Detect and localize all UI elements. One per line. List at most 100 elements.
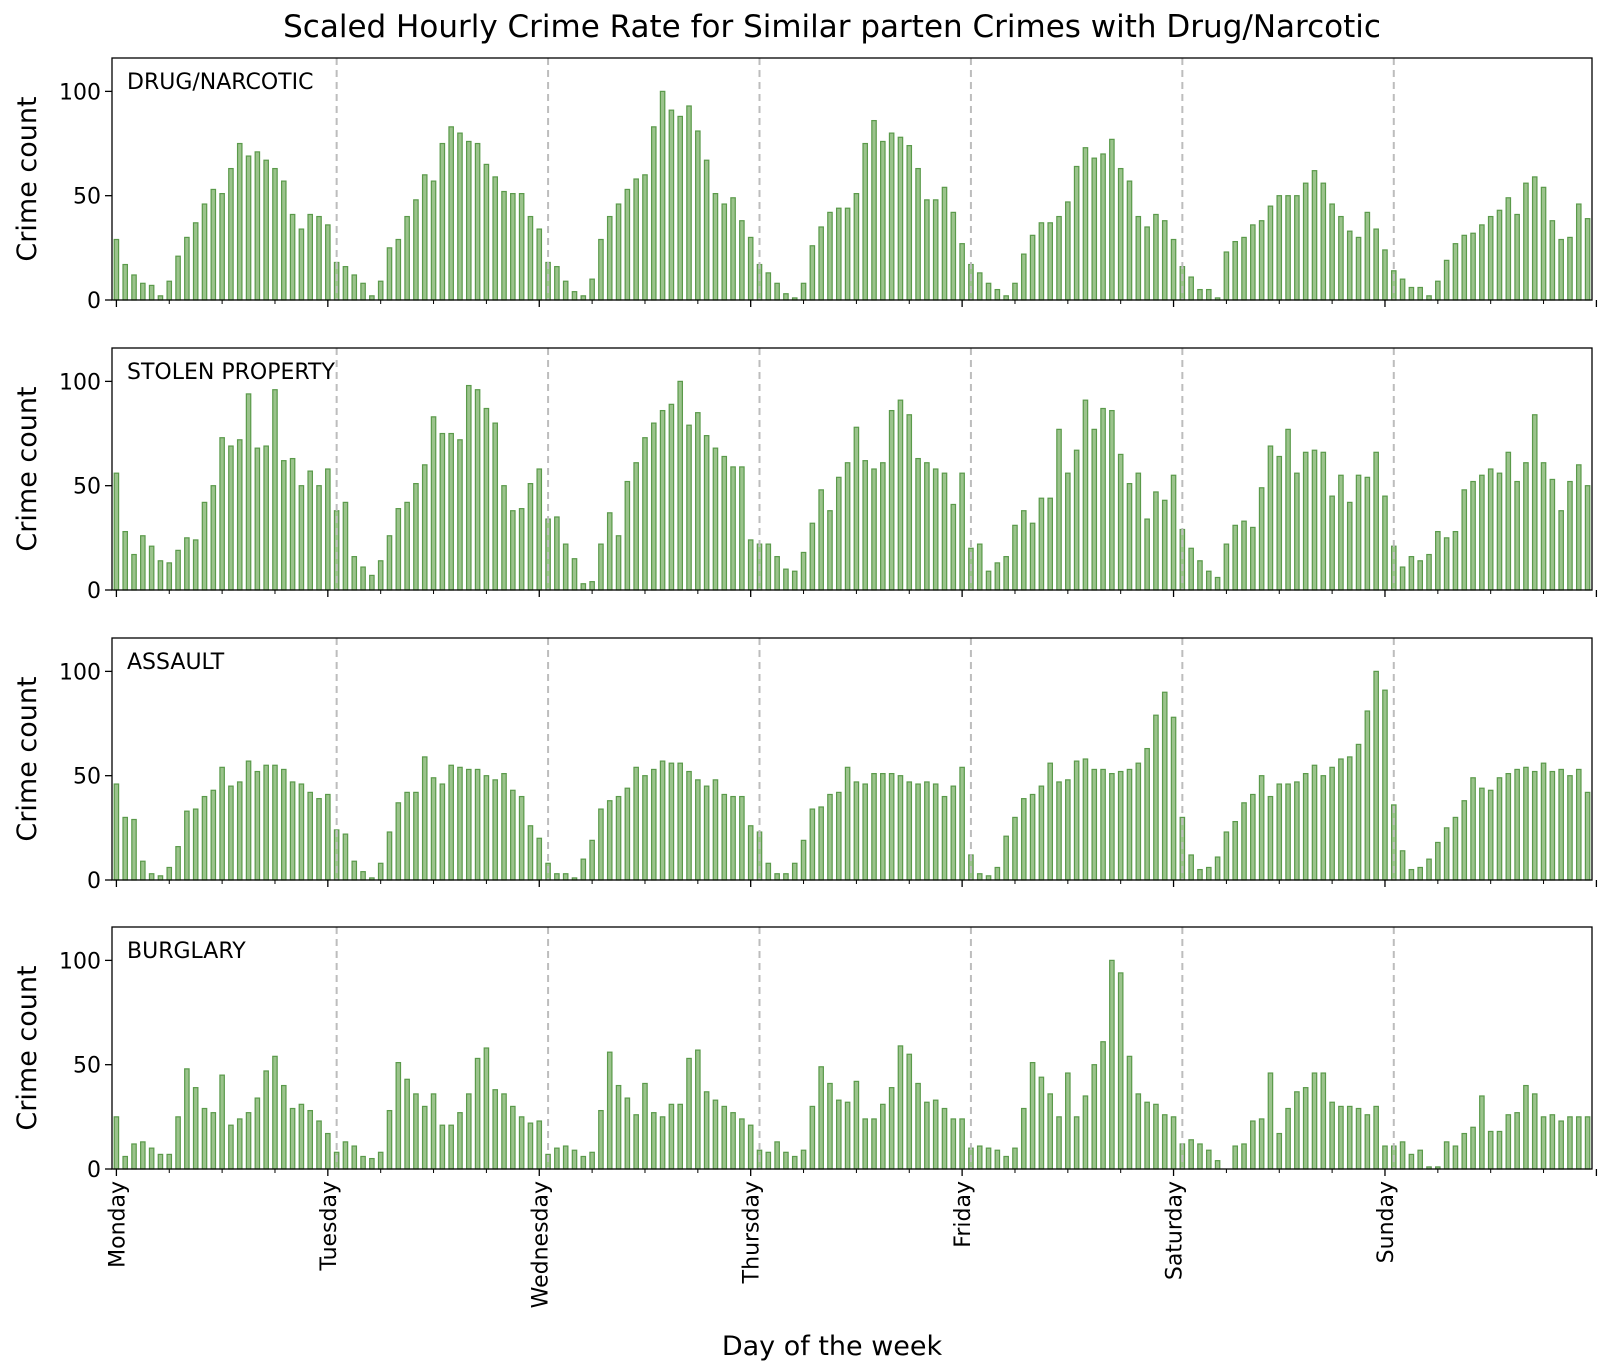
bar xyxy=(721,1105,728,1170)
bar xyxy=(1038,222,1045,301)
bar xyxy=(254,1097,261,1170)
bar xyxy=(809,808,816,881)
bar xyxy=(201,795,208,881)
bar xyxy=(1276,195,1283,301)
bar xyxy=(510,789,516,881)
bar xyxy=(263,1070,269,1170)
bar xyxy=(1531,176,1538,301)
bar xyxy=(1065,201,1071,301)
bar xyxy=(236,142,243,301)
bar xyxy=(1584,791,1591,881)
bar xyxy=(316,485,322,591)
bar xyxy=(492,176,499,301)
bar xyxy=(1470,232,1476,301)
bar xyxy=(1285,783,1291,881)
bar xyxy=(1311,170,1318,301)
bar xyxy=(1479,224,1485,301)
bar xyxy=(818,489,824,591)
bar xyxy=(1338,1105,1344,1170)
bar xyxy=(1258,220,1265,301)
bar xyxy=(1250,224,1256,301)
bar xyxy=(906,145,913,301)
bar xyxy=(783,1151,789,1170)
bar xyxy=(1426,553,1432,591)
panel-frame xyxy=(111,637,1593,881)
bar xyxy=(1258,1118,1265,1170)
bar xyxy=(650,126,657,301)
bar xyxy=(1399,566,1406,591)
bar xyxy=(615,1084,622,1170)
bar xyxy=(113,783,120,881)
bar xyxy=(272,764,278,881)
bar xyxy=(298,1103,305,1170)
bar xyxy=(703,435,710,591)
bar xyxy=(518,1116,525,1170)
bar xyxy=(1250,793,1256,881)
bar xyxy=(827,211,833,301)
bar xyxy=(316,215,322,301)
bar xyxy=(976,1145,983,1170)
panel-frame xyxy=(111,57,1593,301)
bar xyxy=(148,284,155,301)
bar xyxy=(421,1105,428,1170)
bar xyxy=(580,583,587,591)
bar xyxy=(554,266,560,301)
bar xyxy=(1012,816,1018,881)
bar xyxy=(140,1141,146,1170)
bar xyxy=(184,1068,190,1170)
bar xyxy=(1294,781,1300,881)
bar xyxy=(589,278,595,301)
bar xyxy=(677,762,684,881)
bar xyxy=(457,1112,463,1170)
bar xyxy=(1188,1139,1194,1170)
bar xyxy=(800,551,807,591)
bar xyxy=(976,272,983,301)
bar xyxy=(157,1153,164,1170)
y-tick-label: 0 xyxy=(87,579,101,604)
bar xyxy=(818,226,824,301)
bar xyxy=(1241,802,1247,881)
bar xyxy=(316,1120,322,1170)
bar xyxy=(1197,1143,1203,1170)
bar xyxy=(659,90,666,301)
bar xyxy=(1214,1160,1221,1170)
bar xyxy=(589,581,595,591)
panels: 0 50 100 DRUG/NARCOTIC Crime count 0 50 100 STOL… xyxy=(12,57,1598,1183)
bar xyxy=(510,193,516,301)
bar xyxy=(783,568,789,591)
bar xyxy=(1197,560,1203,591)
x-tick-label: Monday xyxy=(105,1181,130,1268)
panel-frame xyxy=(111,347,1593,591)
y-tick-label: 50 xyxy=(73,475,101,500)
bar xyxy=(1575,768,1582,881)
bar xyxy=(1531,770,1538,881)
bar xyxy=(695,779,701,881)
bar xyxy=(122,530,129,591)
bar xyxy=(1294,1091,1300,1170)
bar xyxy=(263,445,269,591)
bar xyxy=(1029,793,1036,881)
bar xyxy=(1135,1093,1142,1170)
bar xyxy=(1012,282,1018,301)
bar xyxy=(985,282,992,301)
bar xyxy=(465,384,472,591)
bar xyxy=(686,770,692,881)
bar xyxy=(439,142,446,301)
bar xyxy=(1188,276,1194,301)
bar xyxy=(1056,215,1062,301)
bar xyxy=(421,174,428,301)
bar xyxy=(1073,449,1080,591)
bar xyxy=(730,795,736,881)
bar xyxy=(800,1149,807,1170)
bar xyxy=(1531,1093,1538,1170)
bar xyxy=(888,409,895,591)
bar xyxy=(386,1109,393,1170)
bar xyxy=(1056,781,1062,881)
bar xyxy=(959,1118,965,1170)
bar xyxy=(1443,1141,1450,1170)
bar xyxy=(642,775,648,881)
bar xyxy=(703,785,710,881)
bar xyxy=(615,535,622,591)
bar xyxy=(140,535,146,591)
bar xyxy=(1153,491,1159,591)
